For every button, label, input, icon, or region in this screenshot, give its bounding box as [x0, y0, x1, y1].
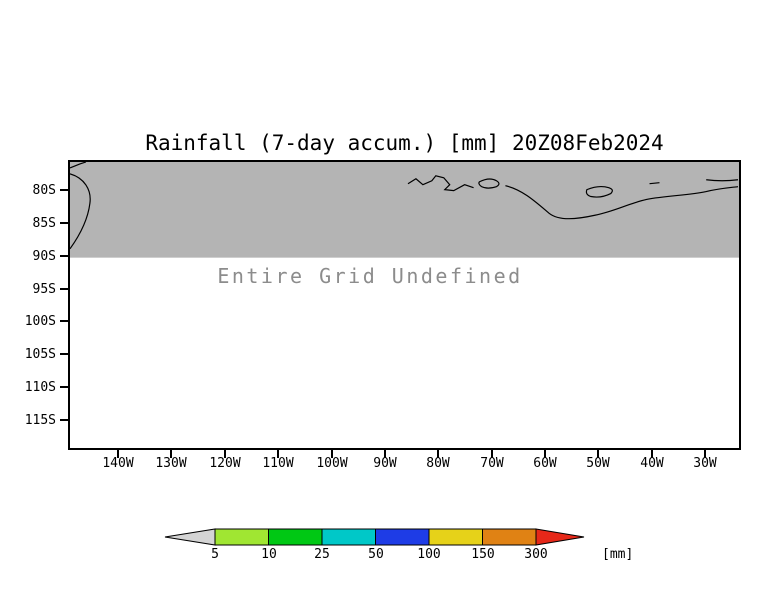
x-axis-label: 80W [426, 456, 450, 471]
y-axis-tick [60, 419, 68, 421]
x-axis-label: 60W [533, 456, 557, 471]
colorbar-left-arrow [164, 528, 216, 546]
colorbar-right-arrow [535, 528, 585, 546]
map-canvas [70, 162, 739, 258]
colorbar-segment [214, 528, 269, 546]
y-axis-tick [60, 353, 68, 355]
x-axis-tick [277, 450, 279, 458]
x-axis-tick [544, 450, 546, 458]
coastline-mainline [505, 185, 739, 220]
y-axis-tick [60, 189, 68, 191]
x-axis-tick [170, 450, 172, 458]
x-axis-tick [491, 450, 493, 458]
y-axis-tick [60, 320, 68, 322]
colorbar-level-label: 300 [524, 547, 548, 562]
x-axis-tick [597, 450, 599, 458]
chart-title: Rainfall (7-day accum.) [mm] 20Z08Feb202… [145, 131, 664, 155]
y-axis-tick [60, 288, 68, 290]
x-axis-label: 110W [262, 456, 294, 471]
undefined-shaded-region [70, 162, 739, 258]
x-axis-label: 120W [209, 456, 241, 471]
x-axis-tick [117, 450, 119, 458]
x-axis-tick [651, 450, 653, 458]
colorbar-level-label: 50 [368, 547, 384, 562]
y-axis-label: 90S [32, 249, 56, 264]
coastline-top-left [70, 162, 87, 169]
x-axis-tick [437, 450, 439, 458]
x-axis-label: 70W [480, 456, 504, 471]
x-axis-label: 90W [373, 456, 397, 471]
colorbar-unit-label: [mm] [602, 547, 634, 562]
coastline-left-peninsula [70, 173, 91, 250]
x-axis-label: 140W [102, 456, 134, 471]
x-axis-tick [384, 450, 386, 458]
x-axis-label: 100W [316, 456, 348, 471]
colorbar-level-label: 25 [314, 547, 330, 562]
plot-frame: Entire Grid Undefined [68, 160, 741, 450]
y-axis-label: 115S [24, 413, 56, 428]
x-axis-label: 130W [155, 456, 187, 471]
x-axis-tick [224, 450, 226, 458]
y-axis-label: 85S [32, 216, 56, 231]
y-axis-tick [60, 255, 68, 257]
colorbar-level-label: 150 [471, 547, 495, 562]
y-axis-tick [60, 386, 68, 388]
coastline-right-branch [706, 179, 739, 182]
coastline-island-1 [478, 178, 500, 189]
x-axis-tick [331, 450, 333, 458]
y-axis-label: 110S [24, 380, 56, 395]
grid-undefined-label: Entire Grid Undefined [217, 264, 523, 288]
y-axis-tick [60, 222, 68, 224]
colorbar-segment [268, 528, 323, 546]
y-axis-label: 95S [32, 282, 56, 297]
y-axis-label: 100S [24, 314, 56, 329]
x-axis-label: 30W [693, 456, 717, 471]
y-axis-label: 80S [32, 183, 56, 198]
coastline-island-2 [585, 185, 613, 198]
colorbar-segment [482, 528, 537, 546]
y-axis-label: 105S [24, 347, 56, 362]
x-axis-label: 50W [586, 456, 610, 471]
colorbar-segment [321, 528, 376, 546]
colorbar-level-label: 5 [211, 547, 219, 562]
coastline-zigzag [407, 175, 474, 192]
colorbar [164, 528, 585, 546]
colorbar-level-label: 100 [417, 547, 441, 562]
colorbar-level-label: 10 [261, 547, 277, 562]
colorbar-segment [375, 528, 430, 546]
coastline-dash [649, 182, 660, 185]
x-axis-label: 40W [640, 456, 664, 471]
colorbar-segment [428, 528, 483, 546]
x-axis-tick [704, 450, 706, 458]
